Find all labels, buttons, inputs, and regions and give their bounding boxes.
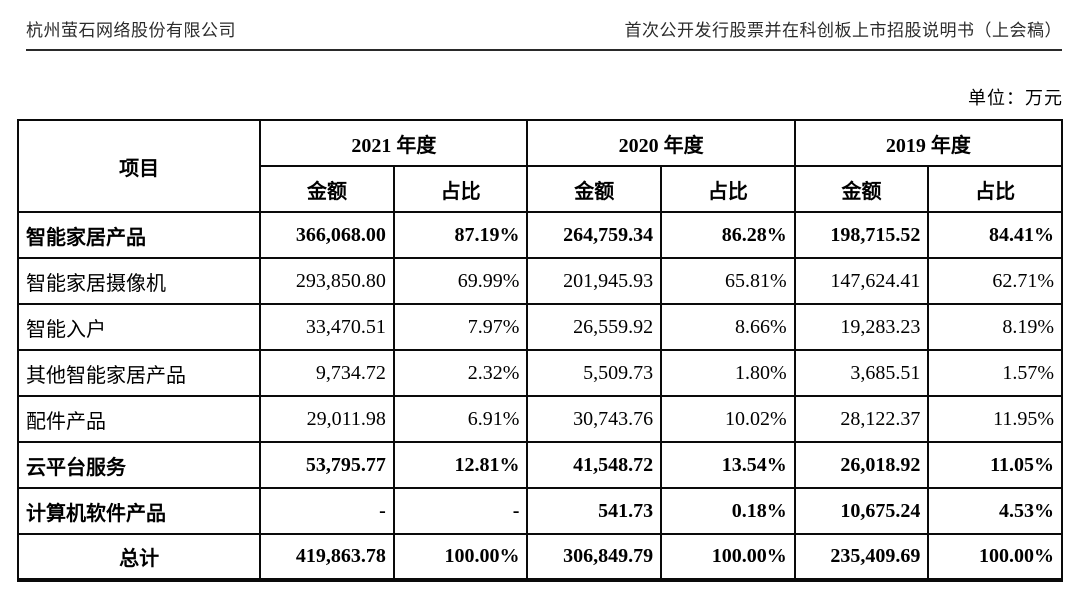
ratio-cell: 100.00%: [927, 533, 1063, 581]
amount-cell: -: [259, 487, 395, 535]
table-header: 项目 2021 年度 2020 年度 2019 年度 金额 占比 金额 占比 金…: [16, 119, 1064, 213]
amount-cell: 419,863.78: [259, 533, 395, 581]
amount-cell: 306,849.79: [526, 533, 663, 581]
column-header-ratio: 占比: [392, 165, 529, 213]
table-row: 智能家居产品 366,068.00 87.19% 264,759.34 86.28% 19…: [16, 211, 1063, 259]
amount-cell: 28,122.37: [793, 395, 930, 443]
amount-cell: 10,675.24: [793, 487, 930, 535]
revenue-breakdown-table: 项目 2021 年度 2020 年度 2019 年度 金额 占比 金额 占比 金…: [16, 119, 1064, 582]
ratio-cell: -: [392, 487, 529, 535]
amount-cell: 3,685.51: [793, 349, 930, 397]
ratio-cell: 87.19%: [392, 211, 529, 259]
amount-cell: 26,559.92: [526, 303, 663, 351]
ratio-cell: 69.99%: [392, 257, 529, 305]
amount-cell: 53,795.77: [259, 441, 395, 489]
unit-label: 单位：万元: [968, 88, 1063, 108]
amount-cell: 293,850.80: [259, 257, 395, 305]
table-body: 智能家居产品 366,068.00 87.19% 264,759.34 86.28% 19…: [16, 211, 1063, 581]
ratio-cell: 86.28%: [660, 211, 796, 259]
document-header: 杭州萤石网络股份有限公司 首次公开发行股票并在科创板上市招股说明书（上会稿）: [26, 16, 1062, 51]
amount-cell: 33,470.51: [259, 303, 395, 351]
amount-cell: 264,759.34: [526, 211, 663, 259]
amount-cell: 201,945.93: [526, 257, 663, 305]
ratio-cell: 62.71%: [927, 257, 1063, 305]
column-header-item: 项目: [16, 119, 262, 213]
amount-cell: 147,624.41: [793, 257, 930, 305]
table-row: 云平台服务 53,795.77 12.81% 41,548.72 13.54% 26,01…: [16, 441, 1063, 489]
column-header-year-2019: 2019 年度: [793, 119, 1064, 167]
ratio-cell: 65.81%: [660, 257, 796, 305]
ratio-cell: 11.95%: [927, 395, 1063, 443]
ratio-cell: 1.57%: [927, 349, 1063, 397]
prospectus-title: 首次公开发行股票并在科创板上市招股说明书（上会稿）: [624, 21, 1062, 40]
amount-cell: 29,011.98: [259, 395, 395, 443]
ratio-cell: 100.00%: [660, 533, 796, 581]
row-label: 智能入户: [16, 303, 262, 351]
column-header-ratio: 占比: [927, 165, 1063, 213]
company-name: 杭州萤石网络股份有限公司: [26, 21, 236, 40]
ratio-cell: 2.32%: [392, 349, 529, 397]
amount-cell: 41,548.72: [526, 441, 663, 489]
ratio-cell: 0.18%: [660, 487, 796, 535]
ratio-cell: 84.41%: [927, 211, 1063, 259]
row-label: 智能家居产品: [16, 211, 262, 259]
column-header-amount: 金额: [526, 165, 663, 213]
row-label: 配件产品: [16, 395, 262, 443]
table-row: 配件产品 29,011.98 6.91% 30,743.76 10.02% 28,122.…: [16, 395, 1063, 443]
amount-cell: 198,715.52: [793, 211, 930, 259]
table-row: 智能家居摄像机 293,850.80 69.99% 201,945.93 65.81% 1…: [16, 257, 1063, 305]
amount-cell: 19,283.23: [793, 303, 930, 351]
row-label: 智能家居摄像机: [16, 257, 262, 305]
ratio-cell: 6.91%: [392, 395, 529, 443]
ratio-cell: 8.66%: [660, 303, 796, 351]
table-row: 智能入户 33,470.51 7.97% 26,559.92 8.66% 19,283.2…: [16, 303, 1063, 351]
amount-cell: 541.73: [526, 487, 663, 535]
amount-cell: 9,734.72: [259, 349, 395, 397]
amount-cell: 235,409.69: [793, 533, 930, 581]
ratio-cell: 1.80%: [660, 349, 796, 397]
row-label: 总计: [16, 533, 262, 581]
column-header-amount: 金额: [793, 165, 930, 213]
ratio-cell: 7.97%: [392, 303, 529, 351]
column-header-ratio: 占比: [660, 165, 796, 213]
amount-cell: 366,068.00: [259, 211, 395, 259]
ratio-cell: 4.53%: [927, 487, 1063, 535]
column-header-year-2021: 2021 年度: [259, 119, 529, 167]
ratio-cell: 13.54%: [660, 441, 796, 489]
amount-cell: 26,018.92: [793, 441, 930, 489]
amount-cell: 30,743.76: [526, 395, 663, 443]
column-header-amount: 金额: [259, 165, 395, 213]
ratio-cell: 100.00%: [392, 533, 529, 581]
column-header-year-2020: 2020 年度: [526, 119, 796, 167]
amount-cell: 5,509.73: [526, 349, 663, 397]
table-row: 计算机软件产品 - -541.73 0.18% 10,675.24 4.53%: [16, 487, 1063, 535]
table-row: 其他智能家居产品 9,734.72 2.32% 5,509.73 1.80% 3,685.…: [16, 349, 1063, 397]
table-row: 总计 419,863.78 100.00% 306,849.79 100.00% 235,…: [16, 533, 1063, 581]
ratio-cell: 10.02%: [660, 395, 796, 443]
row-label: 计算机软件产品: [16, 487, 262, 535]
ratio-cell: 8.19%: [927, 303, 1063, 351]
row-label: 云平台服务: [16, 441, 262, 489]
ratio-cell: 12.81%: [392, 441, 529, 489]
row-label: 其他智能家居产品: [16, 349, 262, 397]
ratio-cell: 11.05%: [927, 441, 1063, 489]
